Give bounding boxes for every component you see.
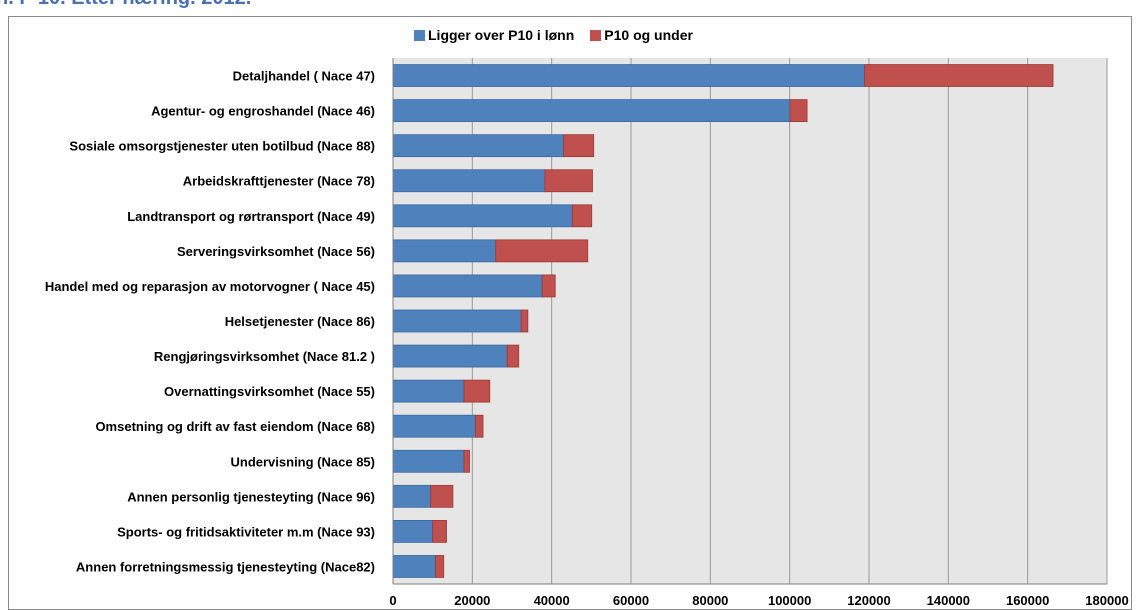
x-tick-label: 140000 — [927, 593, 970, 608]
category-label: Landtransport og rørtransport (Nace 49) — [127, 209, 375, 224]
category-label: Handel med og reparasjon av motorvogner … — [45, 279, 375, 294]
bar-segment-over-p10 — [392, 134, 564, 158]
x-tick-label: 0 — [389, 593, 396, 608]
category-label: Undervisning (Nace 85) — [231, 454, 376, 469]
x-tick-label: 40000 — [534, 593, 570, 608]
category-label: Sosiale omsorgstjenester uten botilbud (… — [69, 139, 375, 154]
bar-segment-p10-under — [435, 555, 445, 578]
bar-segment-p10-under — [544, 169, 593, 193]
bar-segment-p10-under — [541, 274, 556, 298]
category-label: Annen forretningsmessig tjenesteyting (N… — [76, 559, 375, 574]
x-tick-label: 20000 — [454, 593, 490, 608]
bar-segment-p10-under — [506, 344, 520, 368]
bar-segment-over-p10 — [392, 344, 508, 368]
bar-segment-p10-under — [495, 239, 589, 263]
x-tick-label: 60000 — [613, 593, 649, 608]
category-label: Overnattingsvirksomhet (Nace 55) — [164, 384, 375, 399]
category-label: Annen personlig tjenesteyting (Nace 96) — [127, 489, 375, 504]
bar-segment-p10-under — [563, 134, 595, 158]
category-label: Sports- og fritidsaktiviteter m.m (Nace … — [117, 524, 375, 539]
bar-segment-over-p10 — [392, 274, 543, 298]
x-tick-label: 80000 — [692, 593, 728, 608]
bar-segment-over-p10 — [392, 414, 476, 438]
category-label: Agentur- og engroshandel (Nace 46) — [151, 104, 375, 119]
bar-segment-over-p10 — [392, 64, 866, 87]
bar-segment-p10-under — [463, 379, 491, 403]
x-tick-label: 180000 — [1085, 593, 1128, 608]
category-label: Omsetning og drift av fast eiendom (Nace… — [95, 419, 375, 434]
bar-segment-over-p10 — [392, 449, 465, 473]
bar-segment-over-p10 — [392, 204, 573, 228]
bar-segment-over-p10 — [392, 379, 465, 403]
x-tick-label: 100000 — [768, 593, 811, 608]
x-tick-label: 160000 — [1006, 593, 1049, 608]
category-label: Rengjøringsvirksomhet (Nace 81.2 ) — [154, 349, 375, 364]
category-label: Helsetjenester (Nace 86) — [225, 314, 375, 329]
legend-swatch-over-p10 — [414, 29, 425, 41]
category-label: Detaljhandel ( Nace 47) — [233, 69, 375, 84]
bar-segment-p10-under — [789, 99, 808, 122]
legend-label-over-p10: Ligger over P10 i lønn — [428, 27, 575, 43]
x-tick-label: 120000 — [847, 593, 890, 608]
bar-segment-p10-under — [463, 449, 470, 473]
legend-label-p10-under: P10 og under — [604, 27, 693, 43]
bar-segment-p10-under — [520, 309, 529, 333]
bar-segment-over-p10 — [392, 169, 546, 193]
category-label: Arbeidskrafttjenester (Nace 78) — [183, 174, 375, 189]
bar-segment-over-p10 — [392, 520, 434, 543]
bar-segment-over-p10 — [392, 484, 432, 508]
bar-segment-p10-under — [430, 484, 454, 508]
bar-segment-p10-under — [571, 204, 593, 228]
legend-swatch-p10-under — [590, 29, 602, 41]
bar-segment-over-p10 — [392, 309, 522, 333]
bar-segment-p10-under — [864, 64, 1054, 87]
bar-segment-over-p10 — [392, 239, 497, 263]
bar-segment-over-p10 — [392, 99, 791, 122]
bar-segment-p10-under — [432, 520, 447, 543]
bar-segment-p10-under — [475, 414, 484, 438]
category-label: Serveringsvirksomhet (Nace 56) — [177, 244, 375, 259]
chart-title: h. P 10. Etter næring. 2012. — [0, 0, 251, 10]
legend-item-over-p10: Ligger over P10 i lønn — [414, 27, 574, 43]
legend: Ligger over P10 i lønn P10 og under — [414, 27, 693, 43]
legend-item-p10-under: P10 og under — [590, 27, 693, 43]
bar-segment-over-p10 — [392, 555, 436, 578]
